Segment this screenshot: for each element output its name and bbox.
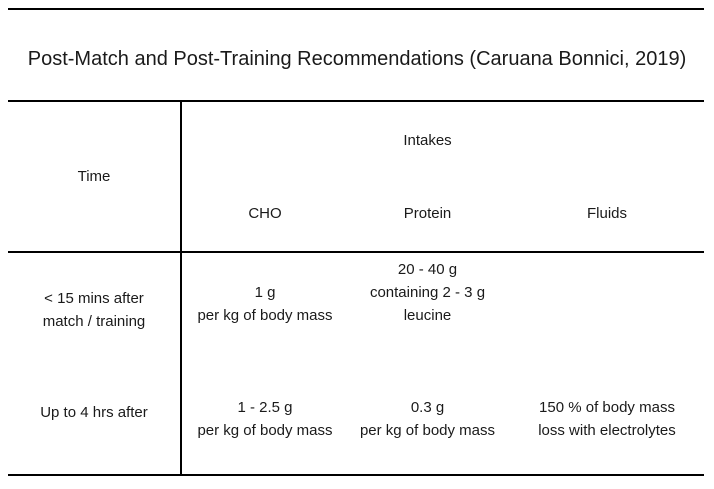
- header-time: Time: [77, 168, 111, 185]
- column-divider-rule: [180, 100, 182, 476]
- row2-cell-fluids: 150 % of body mass loss with electrolyte…: [538, 399, 676, 439]
- header-protein: Protein: [403, 205, 452, 222]
- header-top-rule: [8, 100, 704, 102]
- row1-cell-time: < 15 mins after match / training: [42, 290, 146, 330]
- row1-cell-cho: 1 g per kg of body mass: [197, 284, 333, 324]
- page-title: Post-Match and Post-Training Recommendat…: [27, 48, 687, 70]
- top-rule: [8, 8, 704, 10]
- row2-cell-cho: 1 - 2.5 g per kg of body mass: [197, 399, 333, 439]
- row1-cell-protein: 20 - 40 g containing 2 - 3 g leucine: [369, 261, 486, 324]
- row2-cell-protein: 0.3 g per kg of body mass: [359, 399, 496, 439]
- row2-cell-time: Up to 4 hrs after: [40, 404, 148, 421]
- header-intakes: Intakes: [403, 132, 452, 149]
- bottom-rule: [8, 474, 704, 476]
- header-cho: CHO: [248, 205, 282, 222]
- header-fluids: Fluids: [586, 205, 627, 222]
- header-bottom-rule: [8, 251, 704, 253]
- row1-cell-fluids: [510, 281, 704, 327]
